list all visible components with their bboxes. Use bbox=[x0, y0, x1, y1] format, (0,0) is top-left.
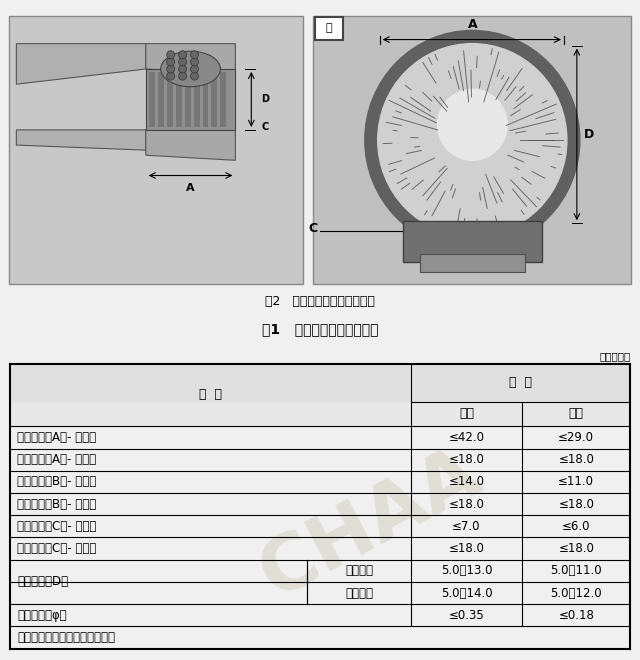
Circle shape bbox=[166, 58, 175, 66]
Text: D: D bbox=[584, 129, 594, 141]
Bar bbox=[202, 72, 209, 127]
Polygon shape bbox=[17, 130, 146, 150]
Bar bbox=[403, 221, 542, 262]
Text: ≤42.0: ≤42.0 bbox=[449, 431, 484, 444]
Circle shape bbox=[166, 51, 175, 59]
Ellipse shape bbox=[161, 51, 220, 86]
Text: 单位为毫米: 单位为毫米 bbox=[599, 351, 630, 361]
Text: 毛面宽度（B）- 摆动式: 毛面宽度（B）- 摆动式 bbox=[17, 475, 96, 488]
Text: 刷头厚度（C）- 旋转式: 刷头厚度（C）- 旋转式 bbox=[17, 542, 97, 555]
Text: ≤18.0: ≤18.0 bbox=[558, 498, 594, 511]
Text: A: A bbox=[186, 183, 195, 193]
Text: 5.0～14.0: 5.0～14.0 bbox=[440, 587, 492, 599]
Text: 单丝直径（φ）: 单丝直径（φ） bbox=[17, 609, 67, 622]
Circle shape bbox=[191, 51, 198, 59]
Text: ≤18.0: ≤18.0 bbox=[449, 542, 484, 555]
Text: 毛面长度（A）- 摆动式: 毛面长度（A）- 摆动式 bbox=[17, 431, 96, 444]
Text: 刷毛高度（D）: 刷毛高度（D） bbox=[17, 576, 68, 589]
Text: ≤0.35: ≤0.35 bbox=[449, 609, 484, 622]
Bar bbox=[193, 72, 200, 127]
Circle shape bbox=[179, 58, 187, 66]
Text: 成人: 成人 bbox=[459, 407, 474, 420]
Circle shape bbox=[179, 65, 187, 73]
Text: ≤7.0: ≤7.0 bbox=[452, 520, 481, 533]
Text: 5.0～12.0: 5.0～12.0 bbox=[550, 587, 602, 599]
Text: ≤18.0: ≤18.0 bbox=[449, 498, 484, 511]
Bar bbox=[315, 17, 343, 40]
Polygon shape bbox=[146, 44, 236, 74]
Text: 5.0～13.0: 5.0～13.0 bbox=[441, 564, 492, 578]
Text: 5.0～11.0: 5.0～11.0 bbox=[550, 564, 602, 578]
Text: 项  目: 项 目 bbox=[199, 389, 221, 401]
Circle shape bbox=[191, 72, 198, 80]
FancyBboxPatch shape bbox=[10, 364, 630, 401]
Bar bbox=[211, 72, 218, 127]
Circle shape bbox=[166, 72, 175, 80]
Polygon shape bbox=[146, 130, 236, 160]
Text: 异形毛型: 异形毛型 bbox=[345, 587, 373, 599]
Bar bbox=[420, 253, 525, 272]
Text: 图2   电动牙刷刷头尺寸示意图: 图2 电动牙刷刷头尺寸示意图 bbox=[265, 295, 375, 308]
Text: 平行毛型: 平行毛型 bbox=[345, 564, 373, 578]
Circle shape bbox=[365, 30, 580, 249]
Text: C: C bbox=[308, 222, 317, 235]
Bar bbox=[146, 69, 236, 130]
Text: D: D bbox=[261, 94, 269, 104]
Text: C: C bbox=[261, 122, 269, 132]
Bar bbox=[220, 72, 227, 127]
FancyBboxPatch shape bbox=[10, 401, 630, 426]
Text: ≤18.0: ≤18.0 bbox=[558, 542, 594, 555]
Bar bbox=[175, 72, 182, 127]
Text: ≤18.0: ≤18.0 bbox=[558, 453, 594, 466]
Bar bbox=[148, 72, 155, 127]
Text: 刷头厚度（C）- 摆动式: 刷头厚度（C）- 摆动式 bbox=[17, 520, 97, 533]
Text: ≤0.18: ≤0.18 bbox=[558, 609, 594, 622]
Polygon shape bbox=[17, 44, 146, 84]
Text: A: A bbox=[467, 18, 477, 32]
Bar bbox=[166, 72, 173, 127]
Text: 儿童: 儿童 bbox=[569, 407, 584, 420]
Bar bbox=[157, 72, 164, 127]
Text: CHAA: CHAA bbox=[248, 436, 493, 614]
Text: 毛面宽度（B）- 旋转式: 毛面宽度（B）- 旋转式 bbox=[17, 498, 96, 511]
Circle shape bbox=[191, 58, 198, 66]
Text: 注：注胶、硅胶类刷毛不适用。: 注：注胶、硅胶类刷毛不适用。 bbox=[17, 631, 115, 644]
Circle shape bbox=[179, 51, 187, 59]
Text: ≤6.0: ≤6.0 bbox=[562, 520, 591, 533]
Text: B: B bbox=[483, 98, 491, 108]
Bar bbox=[10, 16, 303, 284]
Text: ≤11.0: ≤11.0 bbox=[558, 475, 594, 488]
Bar bbox=[184, 72, 191, 127]
Text: 表1   电动牙刷刷头规格尺寸: 表1 电动牙刷刷头规格尺寸 bbox=[262, 322, 378, 337]
Text: ≤29.0: ≤29.0 bbox=[558, 431, 594, 444]
Circle shape bbox=[378, 44, 567, 236]
Circle shape bbox=[166, 65, 175, 73]
Text: 図: 図 bbox=[326, 23, 332, 34]
Circle shape bbox=[179, 72, 187, 80]
Text: ≤14.0: ≤14.0 bbox=[449, 475, 484, 488]
Text: 毛面长度（A）- 旋转式: 毛面长度（A）- 旋转式 bbox=[17, 453, 96, 466]
Circle shape bbox=[191, 65, 198, 73]
Text: 要  求: 要 求 bbox=[509, 376, 532, 389]
Bar bbox=[313, 16, 630, 284]
Circle shape bbox=[438, 89, 507, 160]
Text: ≤18.0: ≤18.0 bbox=[449, 453, 484, 466]
